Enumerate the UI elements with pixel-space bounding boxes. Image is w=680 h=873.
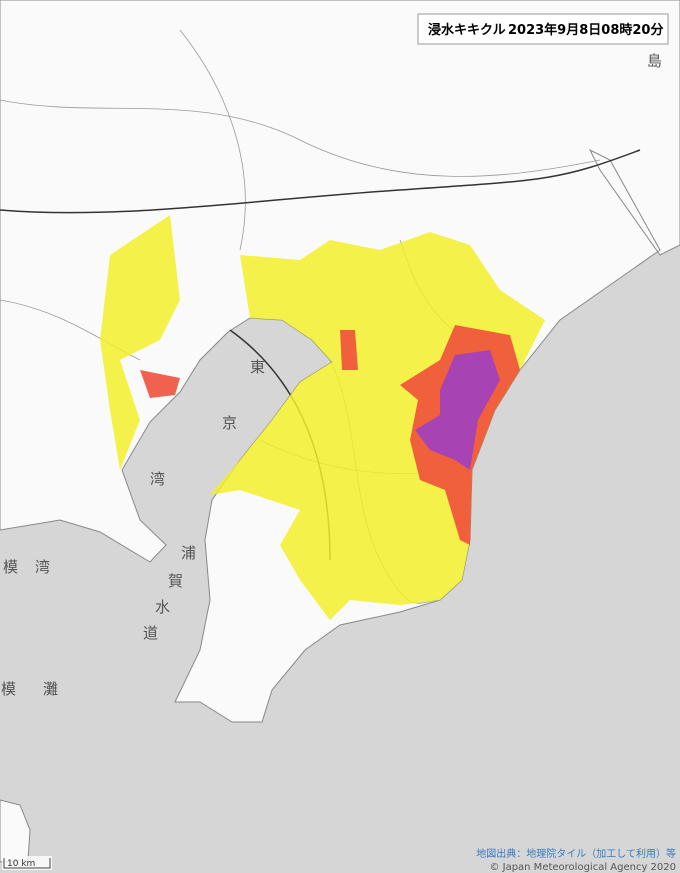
- warning-yellow: [100, 215, 180, 470]
- warning-purple: [415, 350, 500, 470]
- map-label: 浦: [181, 544, 196, 562]
- warning-red: [140, 370, 180, 398]
- title-box: [417, 13, 669, 45]
- scale-bar: [3, 858, 51, 869]
- map-label: 東: [250, 358, 265, 376]
- map-label: 模: [1, 680, 16, 698]
- warning-red: [340, 330, 358, 370]
- map-label: 灘: [43, 680, 58, 698]
- map-label: 道: [143, 624, 158, 642]
- map-label: 京: [222, 414, 237, 432]
- map-label: 賀: [168, 572, 183, 590]
- scale-box: [2, 856, 52, 870]
- island: [0, 799, 31, 863]
- copyright: © Japan Meteorological Agency 2020: [489, 862, 676, 873]
- map-label: 島: [647, 52, 662, 70]
- datetime: 2023年9月8日08時20分: [508, 22, 663, 38]
- map-label: 湾: [35, 558, 50, 576]
- scale-label: 10 km: [7, 859, 35, 869]
- title: 浸水キキクル: [428, 22, 506, 38]
- map-label: 模: [3, 558, 18, 576]
- map-label: 湾: [150, 470, 165, 488]
- map-label: 水: [155, 598, 170, 616]
- attribution: 地図出典：地理院タイル（加工して利用）等: [476, 847, 676, 860]
